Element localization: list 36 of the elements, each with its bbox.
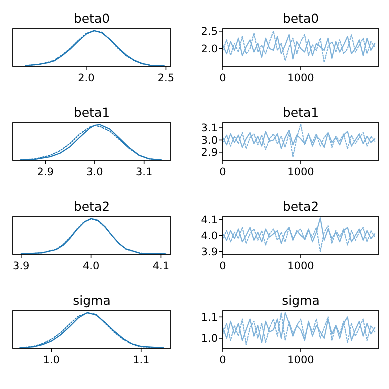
y-tick-label: 1.0 xyxy=(201,333,218,346)
x-tick-label: 1000 xyxy=(288,354,314,366)
y-tick-label: 4.1 xyxy=(201,214,218,226)
x-tick-label: 0 xyxy=(220,260,226,272)
x-tick-label: 3.0 xyxy=(86,166,104,178)
x-tick-label: 2.5 xyxy=(158,72,175,84)
y-tick-label: 3.1 xyxy=(201,122,218,135)
y-tick-label: 2.5 xyxy=(201,26,218,38)
x-tick-label: 1.0 xyxy=(43,354,60,366)
x-tick-label: 4.0 xyxy=(82,260,100,272)
chart-title: beta1 xyxy=(74,105,110,120)
y-tick-label: 1.1 xyxy=(201,312,218,324)
x-tick-label: 0 xyxy=(220,166,226,178)
y-tick-label: 2.0 xyxy=(201,43,218,56)
chart-title: sigma xyxy=(282,293,320,308)
x-tick-label: 2.9 xyxy=(37,166,54,178)
y-tick-label: 3.9 xyxy=(201,246,218,258)
y-tick-label: 2.9 xyxy=(201,147,218,160)
chart-title: beta2 xyxy=(282,199,320,214)
chart-title: sigma xyxy=(73,293,111,308)
x-tick-label: 0 xyxy=(220,72,226,84)
x-tick-label: 2.0 xyxy=(78,72,95,84)
y-tick-label: 4.0 xyxy=(201,230,218,242)
chart-title: beta2 xyxy=(74,199,110,214)
chart-title: beta1 xyxy=(282,105,320,120)
x-tick-label: 3.1 xyxy=(136,166,153,178)
y-tick-label: 3.0 xyxy=(201,134,218,147)
x-tick-label: 1000 xyxy=(288,166,314,178)
chart-title: beta0 xyxy=(282,11,320,26)
chart-title: beta0 xyxy=(74,11,110,26)
x-tick-label: 3.9 xyxy=(13,260,30,272)
x-tick-label: 0 xyxy=(220,354,226,366)
x-tick-label: 1000 xyxy=(288,260,314,272)
x-tick-label: 1.1 xyxy=(133,354,150,366)
x-tick-label: 4.1 xyxy=(152,260,170,272)
x-tick-label: 1000 xyxy=(288,72,314,84)
